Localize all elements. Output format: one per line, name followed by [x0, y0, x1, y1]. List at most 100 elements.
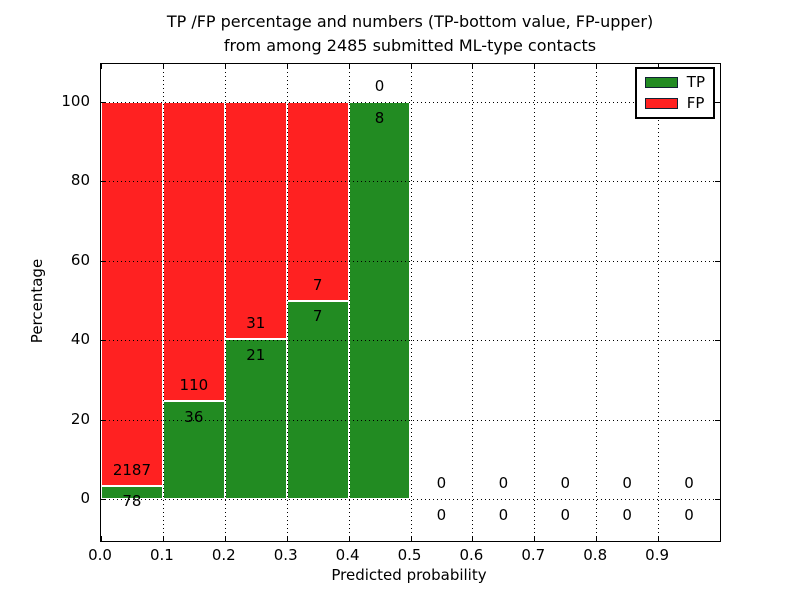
x-axis-label: Predicted probability [331, 566, 487, 584]
x-tick-mark [286, 536, 288, 541]
legend-item-fp: FP [644, 94, 705, 112]
x-tick-label: 0.1 [149, 546, 174, 564]
tp-count-label: 0 [684, 506, 694, 525]
y-tick-mark-right [715, 181, 720, 183]
vertical-gridline [286, 64, 288, 541]
x-tick-label: 0.7 [521, 546, 546, 564]
tp-count-label: 36 [184, 408, 204, 427]
x-tick-label: 0.0 [88, 546, 112, 564]
fp-count-label: 0 [436, 474, 447, 493]
plot-area: 2187 78 110 36 31 21 7 7 0 8 0 0 0 0 0 0 0 0 0 0 TP FP [100, 63, 721, 542]
x-tick-mark [348, 536, 350, 541]
chart-title-line2: from among 2485 submitted ML-type contac… [223, 36, 597, 55]
x-tick-mark-top [162, 64, 164, 69]
y-tick-mark [101, 419, 106, 421]
vertical-gridline [410, 64, 412, 541]
y-tick-mark [101, 499, 106, 501]
x-tick-mark [472, 536, 474, 541]
y-tick-label: 60 [70, 250, 90, 269]
gridlines-layer [101, 64, 720, 541]
tp-count-label: 78 [122, 492, 142, 511]
horizontal-gridline [101, 499, 720, 501]
y-tick-label: 80 [70, 171, 90, 190]
y-tick-label: 40 [70, 330, 90, 349]
x-tick-label: 0.3 [273, 546, 298, 564]
x-tick-label: 0.6 [459, 546, 484, 564]
tp-count-label: 7 [312, 307, 323, 326]
y-tick-mark [101, 101, 106, 103]
vertical-gridline [162, 64, 164, 541]
vertical-gridline [534, 64, 536, 541]
bar-segment-tp [101, 485, 163, 500]
y-tick-label: 20 [70, 409, 90, 428]
bar-segment-fp [162, 101, 225, 402]
x-tick-label: 0.9 [645, 546, 670, 564]
y-tick-mark-right [715, 419, 720, 421]
x-tick-mark [162, 536, 164, 541]
bar-segment-fp [101, 101, 163, 486]
x-tick-label: 0.5 [397, 546, 422, 564]
legend: TP FP [634, 67, 715, 119]
x-tick-mark-top [596, 64, 598, 69]
y-tick-label: 0 [80, 489, 90, 508]
horizontal-gridline [101, 101, 720, 103]
x-tick-mark [534, 536, 536, 541]
x-tick-label: 0.8 [583, 546, 608, 564]
x-tick-mark-top [286, 64, 288, 69]
x-tick-label: 0.2 [211, 546, 236, 564]
x-tick-mark-top [101, 64, 102, 69]
x-tick-mark-top [348, 64, 350, 69]
vertical-gridline [224, 64, 226, 541]
bar-segment-fp [286, 101, 349, 301]
legend-label-tp: TP [686, 73, 705, 91]
fp-count-label: 7 [312, 275, 323, 294]
tp-count-label: 8 [374, 108, 385, 127]
x-tick-mark [101, 536, 102, 541]
x-tick-mark [658, 536, 660, 541]
x-tick-mark [224, 536, 226, 541]
chart-title: TP /FP percentage and numbers (TP-bottom… [100, 10, 720, 58]
x-tick-mark-top [658, 64, 660, 69]
bar-labels-layer: 2187 78 110 36 31 21 7 7 0 8 0 0 0 0 0 0 0 0 0 0 [101, 64, 720, 541]
y-tick-mark-right [715, 260, 720, 262]
vertical-gridline [658, 64, 660, 541]
y-tick-mark-right [715, 340, 720, 342]
horizontal-gridline [101, 260, 720, 262]
fp-count-label: 0 [622, 474, 632, 493]
x-tick-mark-top [472, 64, 474, 69]
y-tick-label: 100 [61, 91, 90, 110]
fp-count-label: 2187 [112, 460, 152, 479]
tp-count-label: 0 [622, 506, 632, 525]
fp-legend-swatch [644, 98, 678, 109]
bars-layer [101, 64, 720, 541]
y-tick-mark [101, 340, 106, 342]
horizontal-gridline [101, 419, 720, 421]
legend-label-fp: FP [686, 94, 705, 112]
vertical-gridline [472, 64, 474, 541]
y-tick-mark-right [715, 101, 720, 103]
fp-count-label: 0 [498, 474, 509, 493]
tp-count-label: 0 [560, 506, 571, 525]
tp-legend-swatch [644, 77, 678, 88]
fp-count-label: 31 [246, 313, 266, 332]
y-tick-mark-right [715, 499, 720, 501]
legend-item-tp: TP [644, 73, 705, 91]
tp-count-label: 0 [436, 506, 447, 525]
fp-count-label: 0 [684, 474, 694, 493]
tickmarks-layer [101, 64, 720, 541]
bar-segment-tp [162, 401, 225, 500]
tp-count-label: 0 [498, 506, 509, 525]
horizontal-gridline [101, 181, 720, 183]
fp-count-label: 0 [374, 76, 385, 95]
horizontal-gridline [101, 340, 720, 342]
y-tick-mark [101, 260, 106, 262]
chart-title-line1: TP /FP percentage and numbers (TP-bottom… [166, 12, 654, 31]
x-tick-mark [596, 536, 598, 541]
x-tick-mark-top [410, 64, 412, 69]
vertical-gridline [596, 64, 598, 541]
tp-count-label: 21 [246, 345, 266, 364]
y-tick-mark [101, 181, 106, 183]
x-tick-mark [410, 536, 412, 541]
fp-count-label: 0 [560, 474, 571, 493]
